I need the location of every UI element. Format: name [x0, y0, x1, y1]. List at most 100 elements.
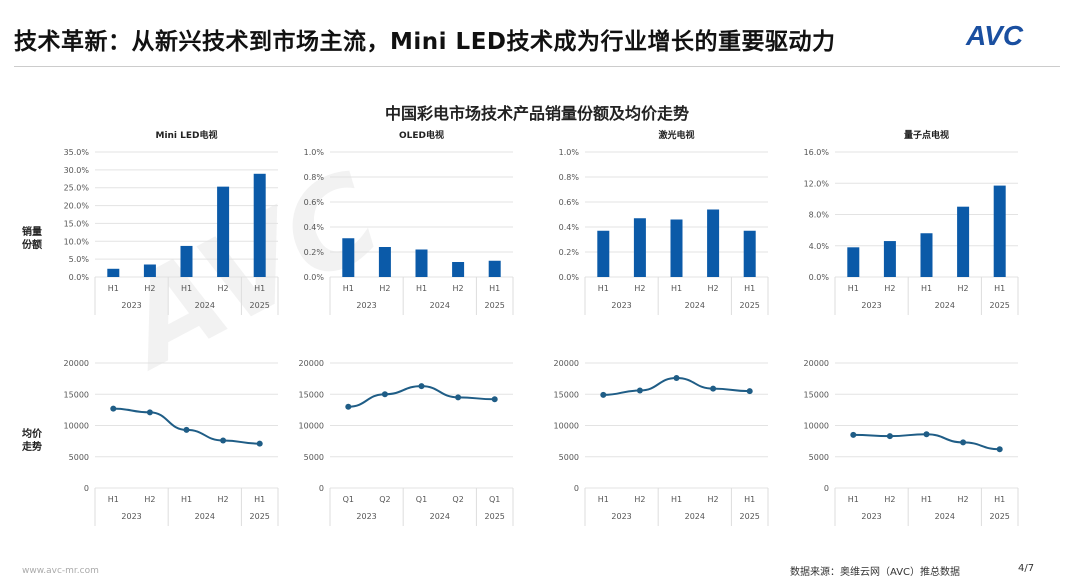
x-tick-label: H2 — [708, 284, 719, 293]
y-tick-label: 10000 — [804, 422, 829, 431]
y-tick-label: 0.4% — [304, 223, 325, 232]
y-tick-label: 5000 — [304, 453, 324, 462]
x-tick-label: H1 — [744, 495, 755, 504]
x-tick-label: H1 — [598, 284, 609, 293]
bar — [143, 264, 156, 277]
x-tick-label: H2 — [884, 495, 895, 504]
year-label: 2024 — [430, 512, 450, 521]
x-tick-label: H1 — [254, 284, 265, 293]
bar — [670, 219, 683, 277]
bar — [743, 230, 756, 277]
x-tick-label: H2 — [144, 284, 155, 293]
y-tick-label: 0.8% — [304, 173, 325, 182]
chart-svg: 量子点电视 0.0% 4.0% 8.0% 12.0% 16.0% 2023 2024 2025 H… — [804, 129, 1019, 315]
year-label: 2023 — [611, 301, 631, 310]
y-tick-label: 10000 — [64, 422, 89, 431]
x-tick-label: H1 — [254, 495, 265, 504]
avc-logo: AVC — [966, 20, 1024, 51]
y-tick-label: 20000 — [554, 359, 579, 368]
x-tick-label: H1 — [181, 284, 192, 293]
x-tick-label: H1 — [416, 284, 427, 293]
bar — [597, 230, 610, 277]
y-tick-label: 4.0% — [809, 242, 830, 251]
y-tick-label: 0.6% — [559, 198, 580, 207]
data-point — [886, 433, 893, 440]
footer-url: www.avc-mr.com — [22, 566, 99, 576]
x-tick-label: H2 — [634, 284, 645, 293]
y-tick-label: 35.0% — [64, 148, 90, 157]
bar — [883, 241, 896, 277]
x-tick-label: H2 — [453, 284, 464, 293]
y-tick-label: 15000 — [804, 390, 829, 399]
y-tick-label: 0 — [574, 484, 579, 493]
y-tick-label: 10000 — [299, 422, 324, 431]
y-tick-label: 0 — [84, 484, 89, 493]
bar — [957, 206, 970, 277]
bar — [253, 173, 266, 277]
x-tick-label: H1 — [343, 284, 354, 293]
y-tick-label: 5000 — [559, 453, 579, 462]
y-tick-label: 10.0% — [64, 237, 90, 246]
chart-title: Mini LED电视 — [155, 129, 217, 141]
x-tick-label: H2 — [958, 495, 969, 504]
data-point — [923, 431, 930, 438]
chart-qd-price: 0 5000 10000 15000 20000 2023 2024 2025 H1 H2 H1 H2… — [790, 341, 1040, 541]
x-tick-label: H1 — [921, 284, 932, 293]
x-tick-label: H1 — [598, 495, 609, 504]
year-label: 2023 — [356, 301, 376, 310]
bar — [993, 185, 1006, 277]
y-tick-label: 0.0% — [69, 273, 90, 282]
x-tick-label: H1 — [671, 495, 682, 504]
x-tick-label: H2 — [218, 495, 229, 504]
y-tick-label: 5.0% — [69, 255, 90, 264]
data-point — [146, 409, 153, 416]
y-tick-label: 15000 — [299, 390, 324, 399]
chart-title: 激光电视 — [658, 129, 694, 141]
bar — [633, 218, 646, 277]
y-tick-label: 20.0% — [64, 202, 90, 211]
chart-title: OLED电视 — [399, 129, 444, 141]
x-tick-label: H1 — [108, 495, 119, 504]
bar — [707, 209, 720, 277]
series-line — [348, 385, 495, 408]
chart-laser-share: 激光电视 0.0% 0.2% 0.4% 0.6% 0.8% 1.0% 2023 2024 2025… — [540, 129, 790, 330]
year-label: 2023 — [121, 301, 141, 310]
data-point — [960, 439, 967, 446]
x-tick-label: H2 — [634, 495, 645, 504]
y-tick-label: 1.0% — [559, 148, 580, 157]
x-tick-label: Q1 — [343, 495, 354, 504]
y-tick-label: 0 — [824, 484, 829, 493]
y-tick-label: 30.0% — [64, 166, 90, 175]
y-tick-label: 0.8% — [559, 173, 580, 182]
y-tick-label: 0.0% — [304, 273, 325, 282]
y-tick-label: 15000 — [64, 390, 89, 399]
chart-oled-share: OLED电视 0.0% 0.2% 0.4% 0.6% 0.8% 1.0% 2023 2024 20… — [285, 129, 535, 330]
chart-qd-share: 量子点电视 0.0% 4.0% 8.0% 12.0% 16.0% 2023 2024 2025 H… — [790, 129, 1040, 330]
x-tick-label: H2 — [884, 284, 895, 293]
year-label: 2025 — [485, 512, 505, 521]
y-tick-label: 5000 — [69, 453, 89, 462]
data-point — [381, 391, 388, 398]
chart-svg: 0 5000 10000 15000 20000 2023 2024 2025 Q1 Q2 Q1 Q2… — [299, 359, 514, 526]
y-tick-label: 0.4% — [559, 223, 580, 232]
data-point — [600, 391, 607, 398]
year-label: 2024 — [935, 512, 955, 521]
footer-source: 数据来源：奥维云网（AVC）推总数据 — [790, 567, 961, 578]
x-tick-label: Q1 — [489, 495, 500, 504]
y-tick-label: 12.0% — [804, 179, 830, 188]
x-tick-label: H1 — [994, 284, 1005, 293]
x-tick-label: H1 — [108, 284, 119, 293]
data-point — [850, 431, 857, 438]
chart-title: 量子点电视 — [904, 129, 949, 141]
y-tick-label: 1.0% — [304, 148, 325, 157]
y-tick-label: 0.6% — [304, 198, 325, 207]
data-point — [183, 426, 190, 433]
year-label: 2023 — [121, 512, 141, 521]
y-tick-label: 0.2% — [304, 248, 325, 257]
x-tick-label: Q2 — [452, 495, 463, 504]
x-tick-label: H1 — [181, 495, 192, 504]
year-label: 2025 — [740, 512, 760, 521]
y-tick-label: 10000 — [554, 422, 579, 431]
year-label: 2023 — [861, 512, 881, 521]
y-tick-label: 0.2% — [559, 248, 580, 257]
